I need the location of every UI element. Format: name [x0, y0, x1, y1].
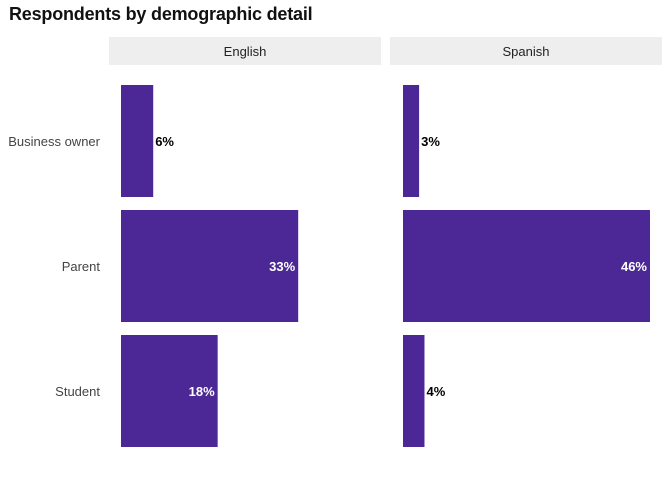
y-tick-label: Student [55, 384, 100, 399]
bar [121, 210, 299, 322]
y-tick-label: Parent [62, 259, 101, 274]
bar [121, 335, 218, 447]
facet-strip [109, 37, 381, 65]
bar [121, 85, 154, 197]
y-tick-label: Business owner [8, 134, 100, 149]
facet-label: Spanish [503, 44, 550, 59]
data-label: 3% [421, 134, 440, 149]
data-label: 6% [155, 134, 174, 149]
bar [403, 210, 650, 322]
data-label: 33% [269, 259, 295, 274]
bar [403, 335, 425, 447]
data-label: 46% [621, 259, 647, 274]
data-label: 18% [189, 384, 215, 399]
chart-title: Respondents by demographic detail [9, 4, 313, 24]
facet-label: English [224, 44, 267, 59]
facet-strip [390, 37, 662, 65]
bar [403, 85, 420, 197]
data-label: 4% [426, 384, 445, 399]
